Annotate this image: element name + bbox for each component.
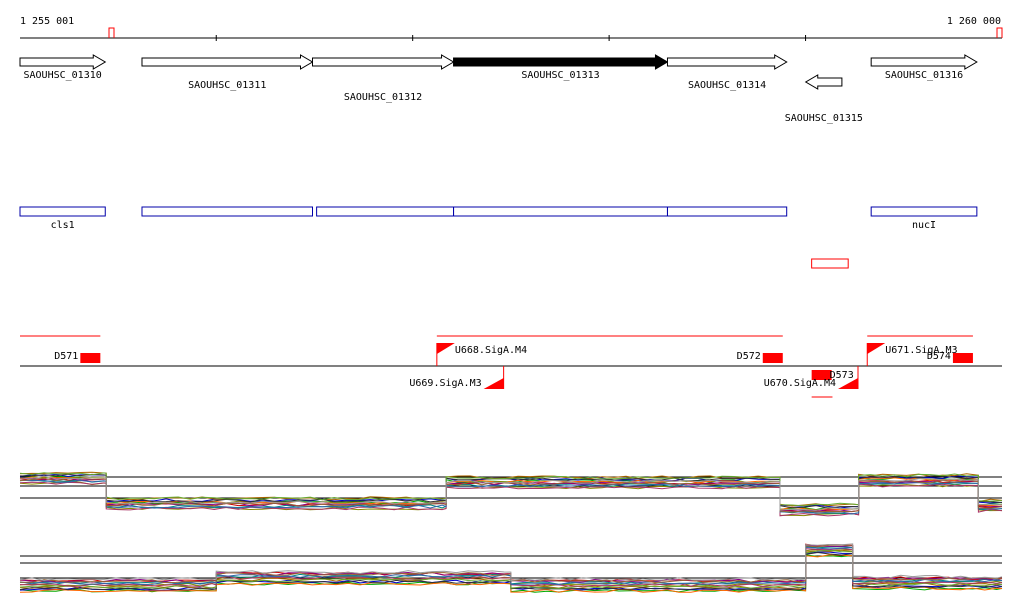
small-feature-box bbox=[811, 258, 849, 269]
operon-box[interactable] bbox=[316, 206, 455, 217]
gene-arrow[interactable] bbox=[804, 74, 843, 90]
gene-track: SAOUHSC_01310 SAOUHSC_01311 SAOUHSC_01312 S… bbox=[19, 54, 978, 124]
expression-line bbox=[19, 475, 1003, 511]
gene-label: SAOUHSC_01313 bbox=[521, 70, 599, 81]
ruler: 1 255 001 1 260 000 bbox=[20, 16, 1003, 41]
segment-marker[interactable] bbox=[811, 370, 832, 380]
operon-box[interactable] bbox=[666, 206, 788, 217]
gene-label: SAOUHSC_01310 bbox=[23, 70, 101, 81]
segment-marker[interactable] bbox=[762, 353, 783, 363]
expression-line bbox=[19, 546, 1003, 586]
ruler-start-marker bbox=[108, 27, 115, 38]
tiling-track: D571 U668.SigA.M4 D572 U669.SigA.M3 D573U670… bbox=[20, 335, 1002, 398]
gene-label: SAOUHSC_01314 bbox=[688, 80, 766, 91]
operon-label: nucI bbox=[912, 220, 936, 231]
operon-box[interactable] bbox=[453, 206, 668, 217]
gene-arrow[interactable] bbox=[453, 54, 669, 70]
expression-line bbox=[19, 473, 1003, 509]
operon-box[interactable] bbox=[19, 206, 106, 217]
ruler-end-label: 1 260 000 bbox=[947, 16, 1001, 27]
segment-label: U670.SigA.M4 bbox=[764, 378, 836, 389]
gene-arrow[interactable] bbox=[141, 54, 314, 70]
segment-label: D571 bbox=[54, 351, 78, 362]
expression-line bbox=[19, 477, 1003, 513]
operon-box[interactable] bbox=[141, 206, 313, 217]
segment-marker[interactable] bbox=[483, 378, 504, 389]
segment-label: U669.SigA.M3 bbox=[409, 378, 481, 389]
segment-label: U668.SigA.M4 bbox=[455, 345, 527, 356]
operon-track: cls1 nucI bbox=[19, 206, 978, 231]
ruler-start-label: 1 255 001 bbox=[20, 16, 74, 27]
expression-line bbox=[19, 472, 1003, 507]
segment-marker[interactable] bbox=[867, 343, 886, 354]
operon-box[interactable] bbox=[870, 206, 978, 217]
expression-line bbox=[19, 476, 1003, 511]
expression-line bbox=[19, 554, 1003, 593]
gene-arrow[interactable] bbox=[19, 54, 107, 70]
segment-label: D572 bbox=[737, 351, 761, 362]
segment-marker[interactable] bbox=[838, 378, 859, 389]
gene-arrow[interactable] bbox=[311, 54, 455, 70]
segment-label: D574 bbox=[927, 351, 951, 362]
expression-line bbox=[19, 479, 1002, 515]
ruler-end-marker bbox=[996, 27, 1003, 38]
gene-label: SAOUHSC_01315 bbox=[785, 113, 863, 124]
expression-track-bottom bbox=[19, 543, 1003, 593]
operon-label: cls1 bbox=[51, 220, 75, 231]
gene-label: SAOUHSC_01312 bbox=[344, 92, 422, 103]
segment-marker[interactable] bbox=[952, 353, 973, 363]
ruler-ticks bbox=[215, 35, 807, 41]
gene-label: SAOUHSC_01311 bbox=[188, 80, 266, 91]
segment-marker[interactable] bbox=[436, 343, 455, 354]
gene-label: SAOUHSC_01316 bbox=[885, 70, 963, 81]
gene-arrow[interactable] bbox=[870, 54, 978, 70]
segment-label: U671.SigA.M3 bbox=[885, 345, 957, 356]
expression-line bbox=[19, 543, 1003, 582]
gene-arrow[interactable] bbox=[666, 54, 788, 70]
segment-label: D573 bbox=[830, 370, 854, 381]
expression-track-top bbox=[19, 471, 1003, 517]
segment-marker[interactable] bbox=[80, 353, 101, 363]
